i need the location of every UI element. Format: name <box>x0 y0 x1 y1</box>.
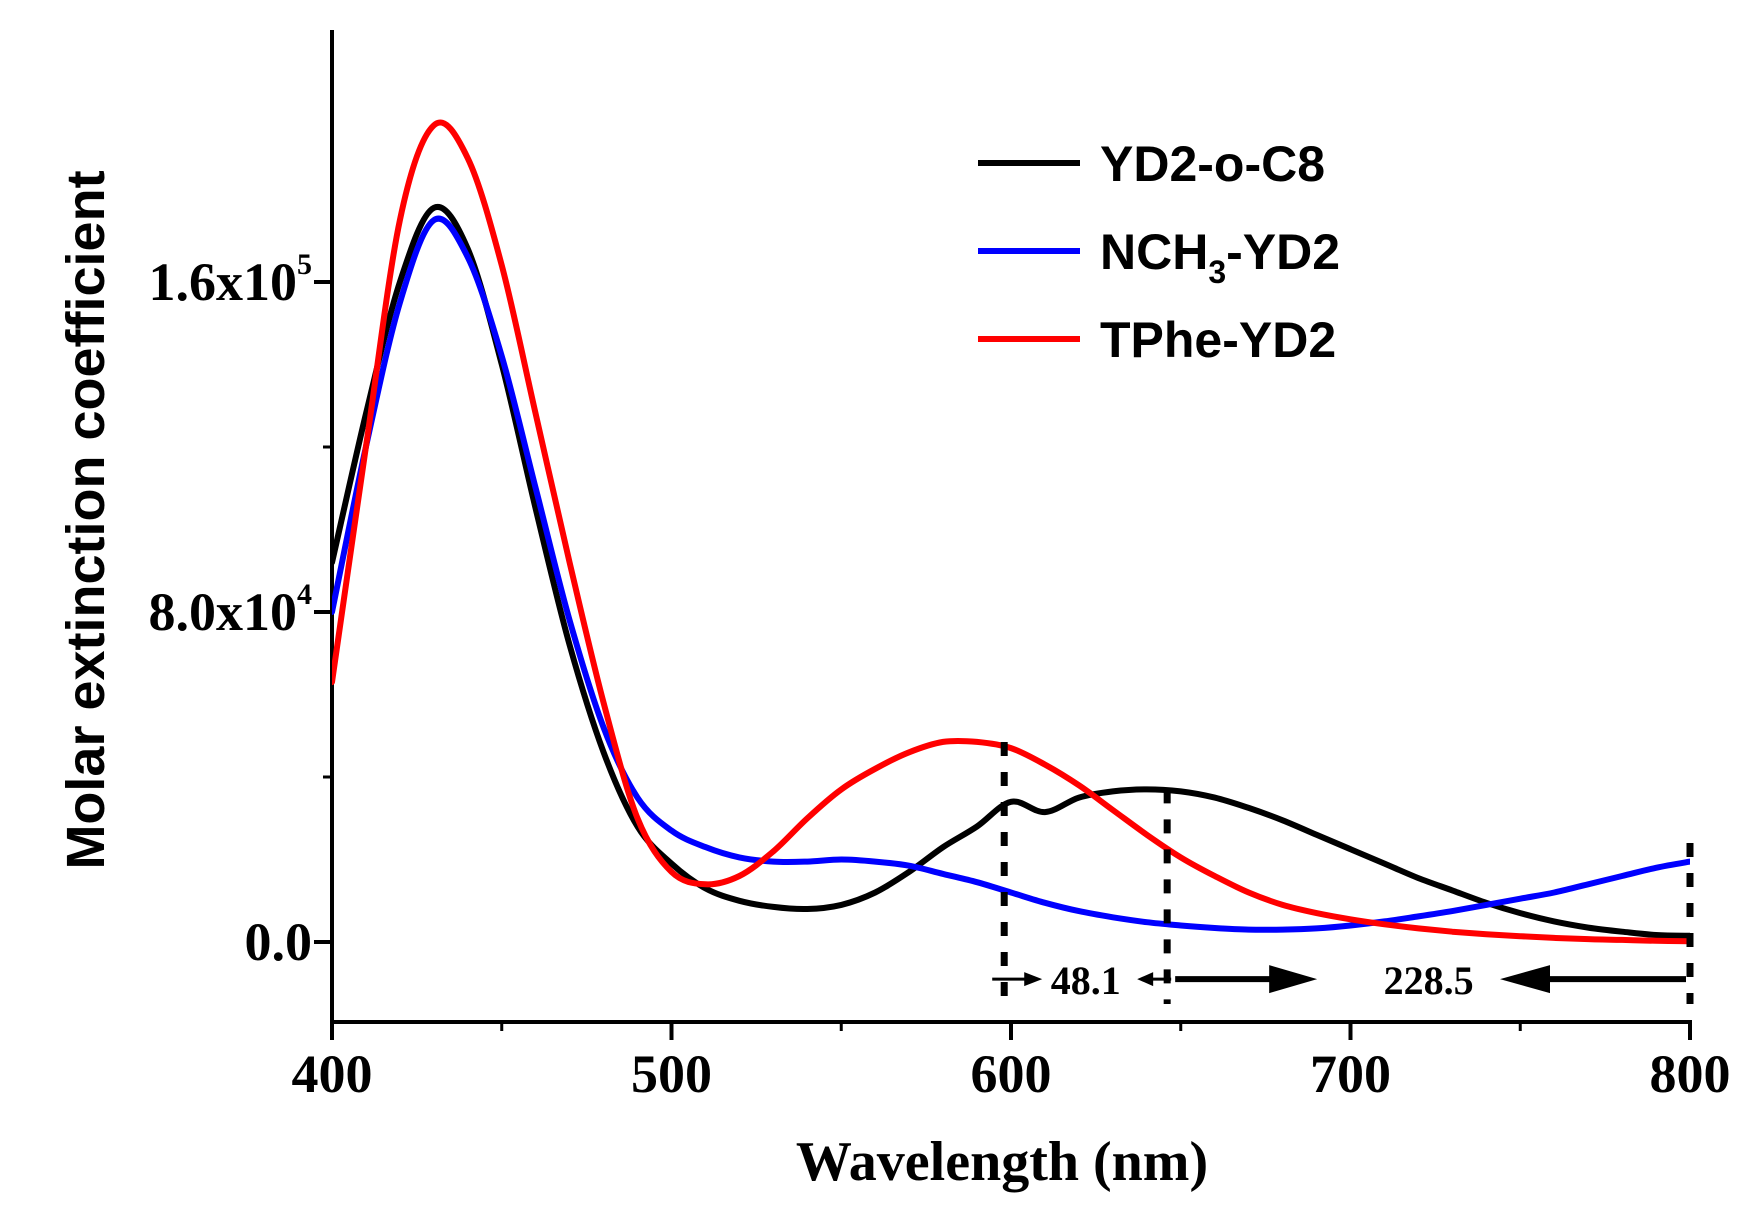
y-axis-title: Molar extinction coefficient <box>56 170 116 869</box>
x-axis-title: Wavelength (nm) <box>796 1131 1208 1193</box>
x-tick-label-600: 600 <box>971 1044 1052 1104</box>
legend: YD2-o-C8 NCH3-YD2 TPhe-YD2 <box>978 136 1340 368</box>
arrow-228-left-head <box>1269 965 1318 994</box>
x-tick-label-700: 700 <box>1310 1044 1391 1104</box>
series-line-1 <box>332 215 1690 933</box>
annotation-label-0: 48.1 <box>1051 958 1121 1003</box>
y-tick-label-0: 0.0 <box>245 912 313 972</box>
annotation-label-1: 228.5 <box>1384 958 1474 1003</box>
arrow-48-left-head <box>1024 972 1043 987</box>
x-tick-label-800: 800 <box>1650 1044 1731 1104</box>
series-layer <box>332 119 1690 945</box>
series-line-0 <box>332 203 1690 939</box>
legend-label-1: NCH3-YD2 <box>1100 224 1340 290</box>
y-tick-label-160000: 1.6x105 <box>149 248 313 312</box>
arrow-228-right-head <box>1500 965 1550 994</box>
arrow-48-right-head <box>1137 972 1154 987</box>
x-tick-label-500: 500 <box>631 1044 712 1104</box>
y-tick-label-80000: 8.0x104 <box>149 578 313 642</box>
legend-label-0: YD2-o-C8 <box>1100 136 1325 192</box>
legend-label-2: TPhe-YD2 <box>1100 312 1336 368</box>
series-line-2 <box>332 119 1690 945</box>
annotation-layer: 48.1 228.5 <box>992 741 1694 1004</box>
x-tick-label-400: 400 <box>292 1044 373 1104</box>
axes <box>330 30 1692 1024</box>
ticks: 400 500 600 700 800 0.0 8.0x104 1.6x105 <box>149 248 1731 1104</box>
